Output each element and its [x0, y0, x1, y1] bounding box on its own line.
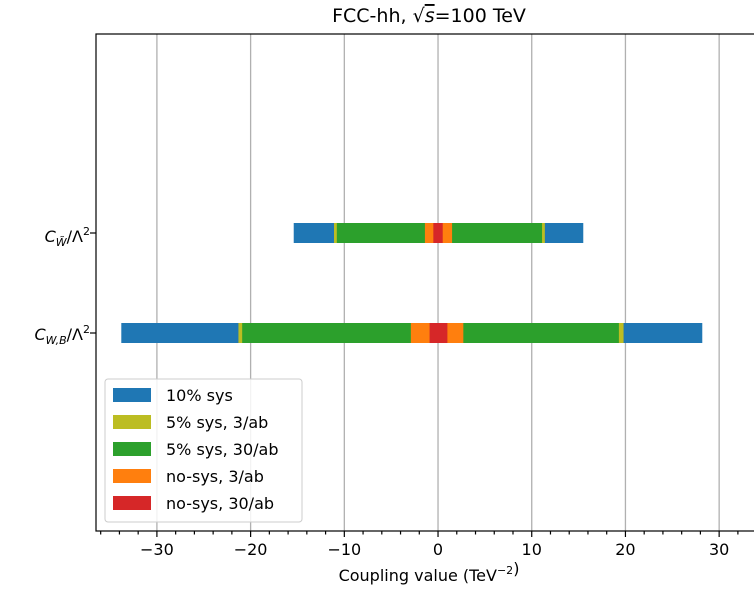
x-tick-label: −10 — [327, 540, 361, 559]
legend-frame — [104, 378, 303, 523]
x-tick-label: −30 — [140, 540, 174, 559]
legend-swatch — [113, 415, 151, 429]
ticks-layer: −30 −20 −10 0 10 20 30 — [90, 232, 739, 559]
x-axis-label: Coupling value (TeV−2) — [339, 559, 520, 585]
legend-swatch — [113, 469, 151, 483]
x-tick-label: 20 — [615, 540, 635, 559]
legend-label: no-sys, 3/ab — [166, 467, 264, 486]
title-sqrt-sign: √ — [413, 5, 426, 27]
y-tick-labels: CW̃/Λ2 CW,B/Λ2 — [34, 225, 90, 347]
y-tick-label-cwb: CW,B/Λ2 — [34, 323, 90, 347]
grid-layer — [156, 34, 720, 531]
chart-title: FCC-hh, √s=100 TeV — [332, 5, 526, 27]
legend-swatch — [113, 496, 151, 510]
legend-swatch — [113, 388, 151, 402]
legend: 10% sys 5% sys, 3/ab 5% sys, 30/ab no-sys, … — [104, 378, 303, 523]
x-tick-label: 10 — [522, 540, 542, 559]
title-s: s — [425, 5, 435, 27]
legend-label: 5% sys, 30/ab — [166, 440, 279, 459]
x-tick-label: −20 — [234, 540, 268, 559]
bars-layer — [121, 223, 703, 343]
bar-segment — [429, 323, 448, 343]
plot-frame — [95, 33, 754, 532]
legend-label: 5% sys, 3/ab — [166, 413, 268, 432]
bar-segment — [433, 223, 443, 243]
y-tick-label-cwtilde: CW̃/Λ2 — [45, 225, 90, 249]
x-tick-label: 30 — [709, 540, 729, 559]
legend-swatch — [113, 442, 151, 456]
legend-label: no-sys, 30/ab — [166, 494, 274, 513]
legend-label: 10% sys — [166, 386, 233, 405]
x-tick-label: 0 — [433, 540, 443, 559]
